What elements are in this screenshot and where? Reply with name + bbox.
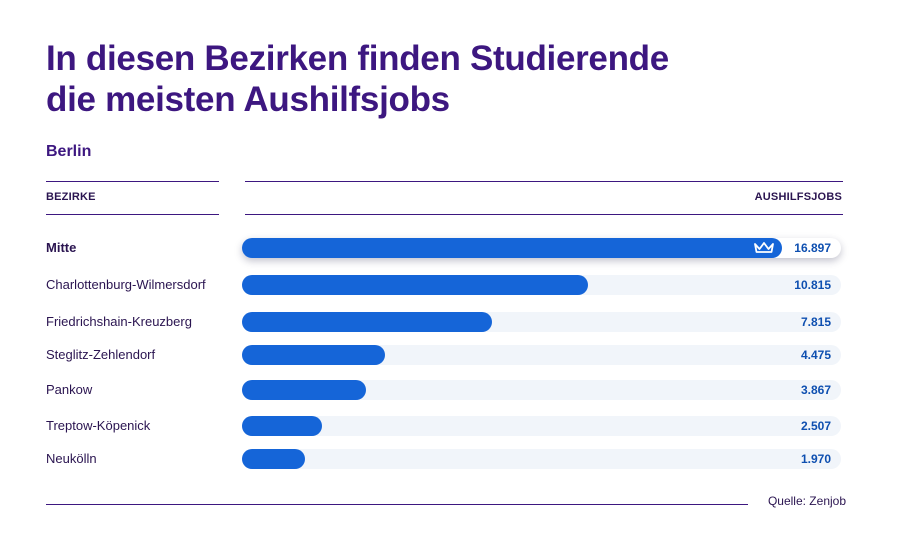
crown-icon [754,242,774,253]
bar-track-treptow-koepenick: 2.507 [242,416,841,436]
value-label-treptow-koepenick: 2.507 [800,419,831,433]
bar-pankow [242,380,366,400]
value-label-friedrichshain-kreuzberg: 7.815 [800,315,831,329]
column-header-districts: BEZIRKE [46,191,96,203]
district-label-charlottenburg-wilmersdorf: Charlottenburg-Wilmersdorf [46,277,206,292]
district-label-pankow: Pankow [46,382,93,397]
district-label-friedrichshain-kreuzberg: Friedrichshain-Kreuzberg [46,314,192,329]
footer-divider [46,504,748,505]
bar-track-friedrichshain-kreuzberg: 7.815 [242,312,841,332]
bar-neukoelln [242,449,305,469]
column-header-jobs: AUSHILFSJOBS [754,191,842,203]
title-line-2: die meisten Aushilfsjobs [46,80,450,119]
bar-mitte [242,238,782,258]
bar-treptow-koepenick [242,416,322,436]
header-divider-bottom-right [245,214,843,215]
bar-track-steglitz-zehlendorf: 4.475 [242,345,841,365]
value-label-pankow: 3.867 [800,383,831,397]
value-label-mitte: 16.897 [794,241,831,255]
title-line-1: In diesen Bezirken finden Studierende [46,39,669,78]
bar-steglitz-zehlendorf [242,345,385,365]
district-label-treptow-koepenick: Treptow-Köpenick [46,418,151,433]
header-divider-top-left [46,181,219,182]
bar-track-charlottenburg-wilmersdorf: 10.815 [242,275,841,295]
district-label-neukoelln: Neukölln [46,451,97,466]
chart-title: In diesen Bezirken finden Studierende di… [46,38,826,120]
value-label-charlottenburg-wilmersdorf: 10.815 [794,278,831,292]
header-divider-bottom-left [46,214,219,215]
bar-friedrichshain-kreuzberg [242,312,492,332]
bar-track-neukoelln: 1.970 [242,449,841,469]
district-label-mitte: Mitte [46,240,77,255]
bar-track-pankow: 3.867 [242,380,841,400]
header-divider-top-right [245,181,843,182]
bar-track-mitte: 16.897 [242,238,841,258]
value-label-neukoelln: 1.970 [800,452,831,466]
source-note: Quelle: Zenjob [767,494,846,508]
district-label-steglitz-zehlendorf: Steglitz-Zehlendorf [46,347,156,362]
value-label-steglitz-zehlendorf: 4.475 [800,348,831,362]
chart-subtitle: Berlin [46,143,92,160]
bar-charlottenburg-wilmersdorf [242,275,588,295]
